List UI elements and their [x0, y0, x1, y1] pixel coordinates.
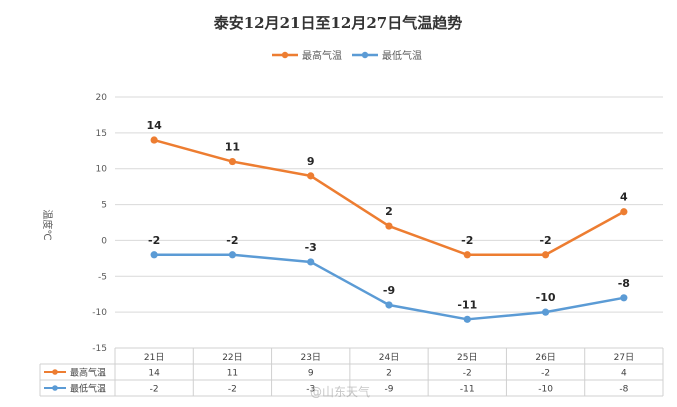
x-tick-label: 23日	[300, 352, 320, 363]
legend-marker	[361, 51, 369, 59]
table-cell: -2	[463, 369, 472, 379]
table-cell: -8	[619, 385, 628, 395]
data-label: 2	[385, 205, 393, 218]
data-label: 4	[620, 191, 628, 204]
table-cell: -3	[306, 385, 315, 395]
y-tick-label: 10	[96, 165, 108, 175]
data-point	[150, 136, 158, 144]
table-row-label: 最高气温	[70, 367, 106, 379]
table-cell: -10	[538, 385, 553, 395]
legend: 最高气温 最低气温	[272, 49, 422, 62]
data-label: -3	[305, 241, 317, 254]
table-legend-marker	[52, 369, 58, 375]
series-group: 14 11 9 2 -2 -2 4 -2 -2 -3 -9 -11 -10 -8	[146, 119, 630, 323]
data-label: 9	[307, 155, 315, 168]
data-point	[620, 294, 628, 302]
table-legend-marker	[52, 385, 58, 391]
data-point	[620, 208, 628, 216]
data-point	[385, 301, 393, 309]
data-label: -8	[618, 277, 630, 290]
x-tick-label: 27日	[614, 352, 634, 363]
x-tick-label: 25日	[457, 352, 477, 363]
table-cell: 11	[227, 369, 238, 379]
watermark: @山东天气	[310, 384, 370, 399]
data-point	[463, 251, 471, 259]
data-label: -2	[461, 234, 473, 247]
y-axis-label: 温度℃	[41, 209, 54, 240]
data-label: -10	[536, 291, 556, 304]
table-cell: 14	[148, 369, 160, 379]
table-cell: -2	[228, 385, 237, 395]
x-tick-label: 24日	[379, 352, 399, 363]
data-label: -2	[539, 234, 551, 247]
legend-label: 最高气温	[302, 49, 342, 62]
data-label: 11	[225, 141, 240, 154]
data-label: -11	[457, 298, 477, 311]
data-label: -2	[226, 234, 238, 247]
x-tick-label: 21日	[144, 352, 164, 363]
data-label: 14	[146, 119, 162, 132]
y-tick-label: -15	[92, 344, 107, 354]
table-cell: 2	[386, 369, 392, 379]
y-tick-label: -5	[98, 272, 107, 282]
y-tick-label: -10	[92, 308, 107, 318]
table-cell: -9	[385, 385, 394, 395]
table-cell: -2	[150, 385, 159, 395]
series-line	[153, 138, 625, 257]
y-tick-label: 5	[101, 201, 107, 211]
data-point	[463, 315, 471, 323]
data-point	[385, 222, 393, 230]
data-point	[541, 308, 550, 316]
data-label: -2	[148, 234, 160, 247]
table-cell: 4	[621, 369, 627, 379]
x-tick-label: 22日	[222, 352, 242, 363]
table-cell: -2	[541, 369, 550, 379]
data-point	[307, 258, 315, 266]
table-row-label: 最低气温	[70, 383, 106, 395]
y-axis-ticks: 20 15 10 5 0 -5 -10 -15	[92, 93, 107, 354]
data-label: -9	[383, 284, 395, 297]
data-point	[541, 251, 550, 259]
chart-title: 泰安12月21日至12月27日气温趋势	[213, 14, 463, 32]
y-tick-label: 20	[96, 93, 108, 103]
table-cell: 9	[308, 369, 314, 379]
y-tick-label: 0	[101, 236, 107, 246]
data-point	[228, 251, 237, 259]
y-tick-label: 15	[96, 129, 107, 139]
legend-label: 最低气温	[382, 49, 422, 62]
data-point	[150, 251, 158, 259]
data-point	[228, 157, 237, 166]
legend-marker	[281, 51, 289, 59]
data-point	[307, 172, 315, 180]
x-tick-label: 26日	[535, 352, 555, 363]
table-cell: -11	[460, 385, 475, 395]
